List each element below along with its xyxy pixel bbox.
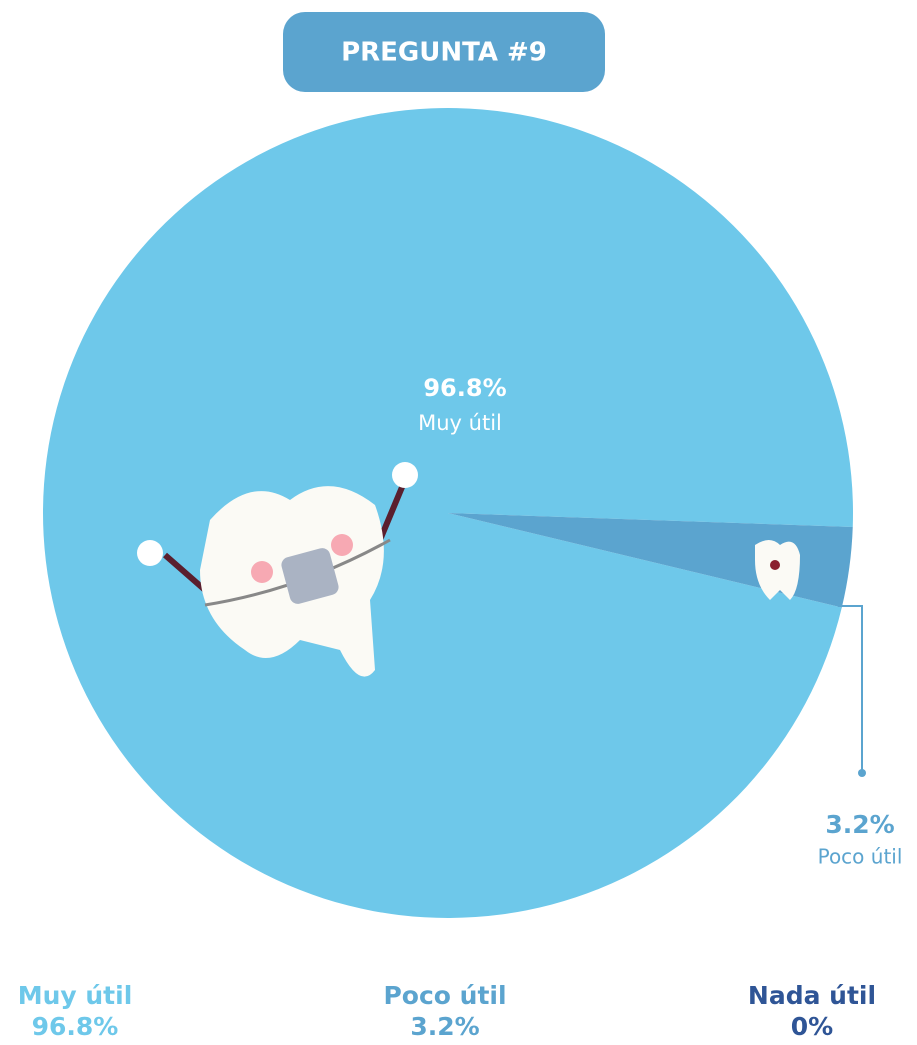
small-tooth-illustration [755, 540, 800, 600]
slice-value-label: 3.2% [825, 810, 894, 839]
pie [42, 108, 854, 919]
tooth-illustration [137, 462, 418, 677]
legend-value: 3.2% [410, 1012, 479, 1041]
legend-label: Poco útil [383, 981, 506, 1010]
slice-category-label: Poco útil [818, 845, 903, 869]
chart-title: PREGUNTA #9 [341, 38, 547, 68]
pie-slice [448, 513, 853, 608]
title-box [283, 12, 605, 92]
pie-slice [42, 108, 854, 919]
leader-line [838, 605, 863, 772]
legend-value: 0% [791, 1012, 833, 1041]
slice-value-label: 96.8% [423, 374, 506, 402]
legend-value: 96.8% [32, 1012, 119, 1041]
legend-label: Muy útil [18, 981, 133, 1010]
slice-category-label: Muy útil [418, 411, 502, 435]
leader-dot [858, 769, 866, 777]
legend-label: Nada útil [748, 981, 876, 1010]
